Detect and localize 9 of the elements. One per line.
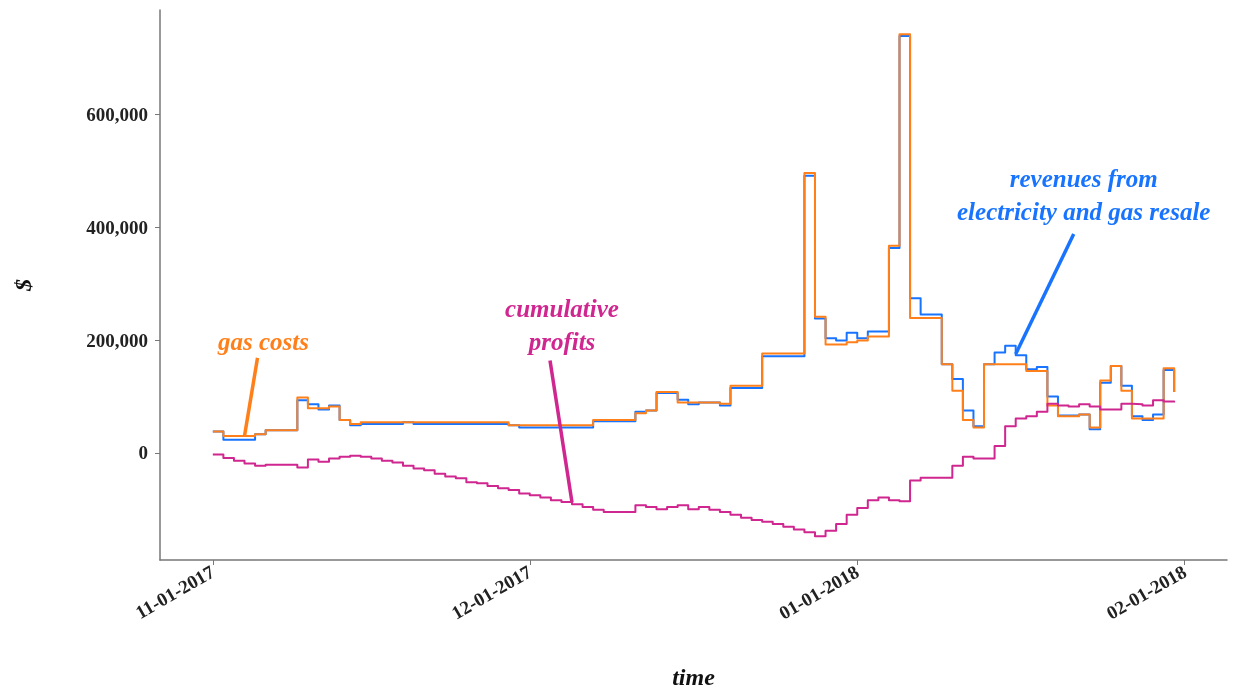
x-axis-title: time [672, 664, 716, 690]
annotation: cumulative profits [505, 294, 619, 355]
y-tick-label: 200,000 [86, 329, 148, 351]
y-tick-label: 400,000 [86, 216, 148, 238]
annotation: gas costs [217, 327, 310, 355]
annotation: revenues from electricity and gas resale [957, 164, 1211, 225]
y-tick-label: 0 [138, 442, 148, 464]
y-tick-label: 600,000 [86, 103, 148, 125]
y-axis-title: $ [10, 279, 36, 292]
